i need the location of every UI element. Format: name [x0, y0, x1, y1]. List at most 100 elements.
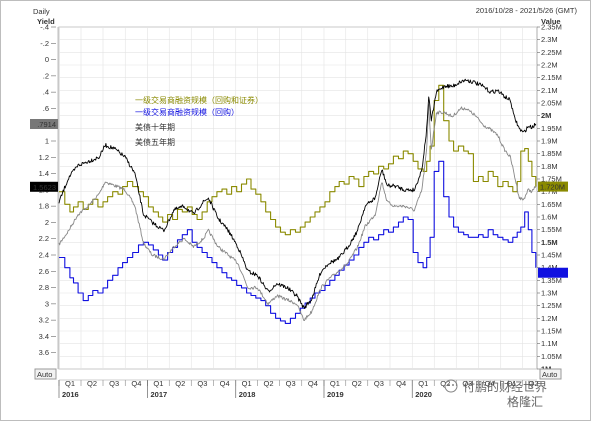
left-tick-label: -.4 — [40, 23, 49, 32]
quarter-label: Q1 — [418, 379, 428, 388]
left-tick-label: 3 — [45, 299, 49, 308]
right-tick-label: 1.9M — [541, 137, 558, 146]
right-auto-button[interactable] — [539, 368, 562, 380]
quarter-label: Q4 — [308, 379, 318, 388]
left-tick-label: 1 — [45, 137, 49, 146]
left-tick-label: 3.4 — [39, 332, 49, 341]
right-tick-label: 2.3M — [541, 35, 558, 44]
left-axis: -.4-.20.2.4.6.811.21.41.61.822.22.42.62.… — [39, 23, 59, 369]
right-tick-label: 1.7M — [541, 187, 558, 196]
legend-entry-black: 美债五年期 — [135, 137, 175, 147]
quarter-label: Q4 — [396, 379, 406, 388]
right-value-tag — [538, 267, 568, 278]
right-tick-label: 2.15M — [541, 73, 562, 82]
quarter-label: Q4 — [220, 379, 230, 388]
quarter-label: Q1 — [507, 379, 517, 388]
quarter-label: Q4 — [485, 379, 495, 388]
legend-entry-blue: 一级交易商融资规模（回购） — [135, 107, 239, 117]
wechat-icon — [444, 379, 458, 393]
series-line — [59, 160, 537, 324]
legend: 一级交易商融资规模（回购和证券） 一级交易商融资规模（回购） 美债十年期 美债五… — [135, 95, 263, 147]
left-tick-label: 1.8 — [39, 202, 49, 211]
legend-entry-olive: 一级交易商融资规模（回购和证券） — [135, 95, 263, 105]
right-tick-label: 1.95M — [541, 124, 562, 133]
quarter-label: Q1 — [153, 379, 163, 388]
left-value-tag — [30, 119, 58, 130]
quarter-label: Q3 — [462, 379, 472, 388]
quarter-label: Q1 — [242, 379, 252, 388]
right-tick-label: 2.25M — [541, 48, 562, 57]
quarter-label: Q2 — [263, 379, 273, 388]
left-tick-label: 2 — [45, 218, 49, 227]
year-label: 2019 — [327, 390, 344, 399]
left-tick-label: 2.4 — [39, 251, 49, 260]
quarter-label: Q3 — [109, 379, 119, 388]
right-tick-label: 1.85M — [541, 149, 562, 158]
year-label: 2017 — [150, 390, 167, 399]
quarter-label: Q2 — [352, 379, 362, 388]
left-tick-label: 3.2 — [39, 316, 49, 325]
right-tick-label: 2.1M — [541, 86, 558, 95]
watermark: 付鹏的财经世界 格隆汇 — [444, 379, 547, 409]
watermark-text: 付鹏的财经世界 — [463, 379, 547, 394]
grid-lines — [58, 26, 537, 370]
right-tick-label: 1.5M — [541, 238, 558, 247]
right-tick-label: 1.65M — [541, 200, 562, 209]
right-tick-label: 2M — [541, 111, 551, 120]
left-tick-label: 3.6 — [39, 348, 49, 357]
left-auto-button[interactable] — [34, 368, 57, 380]
left-axis-title: Yield — [37, 17, 55, 26]
left-auto-label: Auto — [37, 370, 52, 379]
right-tick-label: 1.35M — [541, 276, 562, 285]
quarter-label: Q3 — [374, 379, 384, 388]
series-line — [59, 84, 537, 236]
right-value-tag-label: 1.720M — [540, 183, 565, 192]
right-tick-label: 2.05M — [541, 99, 562, 108]
left-tick-label: -.2 — [40, 39, 49, 48]
series-line — [58, 104, 537, 322]
right-tick-label: 1.2M — [541, 314, 558, 323]
left-value-tag — [30, 181, 58, 192]
quarter-label: Q2 — [87, 379, 97, 388]
date-range-label: 2016/10/28 - 2021/5/26 (GMT) — [476, 6, 578, 15]
left-tick-label: 0 — [45, 55, 49, 64]
year-label: 2020 — [415, 390, 432, 399]
legend-entry-gray: 美债十年期 — [135, 122, 175, 132]
left-tick-label: 2.8 — [39, 283, 49, 292]
wechat-icon-dot — [448, 384, 450, 386]
left-tick-label: 2.6 — [39, 267, 49, 276]
right-tick-label: 1.3M — [541, 289, 558, 298]
left-tick-label: .2 — [43, 71, 49, 80]
right-tick-label: 1.45M — [541, 251, 562, 260]
right-auto-label: Auto — [542, 370, 557, 379]
right-tick-label: 1.05M — [541, 352, 562, 361]
right-tick-label: 1.1M — [541, 339, 558, 348]
right-tick-label: 1.55M — [541, 225, 562, 234]
right-tick-label: 1.25M — [541, 301, 562, 310]
year-label: 2016 — [62, 390, 79, 399]
quarter-label: Q3 — [197, 379, 207, 388]
left-value-tag-label: .7914 — [37, 120, 56, 129]
right-tick-label: 2.35M — [541, 23, 562, 32]
year-label: 2018 — [239, 390, 256, 399]
left-tick-label: 1.4 — [39, 169, 49, 178]
quarter-label: Q3 — [286, 379, 296, 388]
quarter-label: Q1 — [330, 379, 340, 388]
right-tick-label: 1.4M — [541, 263, 558, 272]
right-axis: 1M1.05M1.1M1.15M1.2M1.25M1.3M1.35M1.4M1.… — [537, 23, 562, 374]
wechat-icon-dot-2 — [452, 384, 454, 386]
watermark-sub-text: 格隆汇 — [507, 394, 543, 409]
quarter-label: Q2 — [528, 379, 538, 388]
series-layer — [58, 78, 537, 324]
right-axis-title: Value — [541, 17, 561, 26]
right-tick-label: 1.75M — [541, 175, 562, 184]
left-tick-label: 1.2 — [39, 153, 49, 162]
series-line — [58, 78, 537, 309]
left-tick-label: 2.2 — [39, 234, 49, 243]
last-value-tags: 1.5623 .7914 1.720M — [30, 119, 568, 278]
quarter-label: Q2 — [175, 379, 185, 388]
left-tick-label: .4 — [43, 88, 49, 97]
quarter-label: Q4 — [131, 379, 141, 388]
left-tick-label: .6 — [43, 104, 49, 113]
